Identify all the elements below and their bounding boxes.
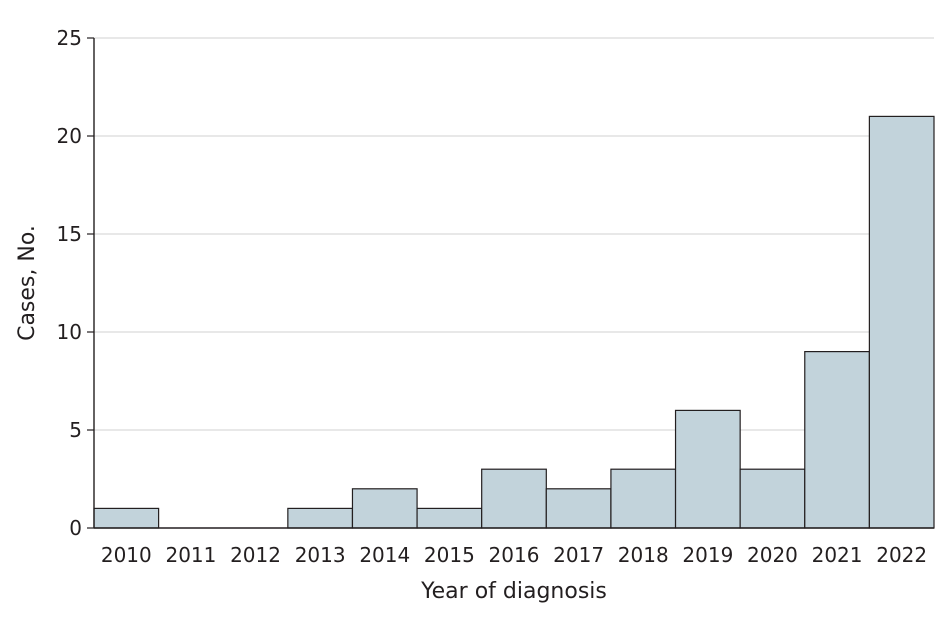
- x-tick-label: 2016: [489, 543, 540, 567]
- bar-2013: [287, 507, 354, 529]
- y-tick-label: 25: [57, 26, 82, 50]
- x-tick-label: 2014: [359, 543, 410, 567]
- x-tick-label: 2015: [424, 543, 475, 567]
- bars: [93, 115, 935, 529]
- bar-2015: [416, 507, 483, 529]
- x-tick-label: 2010: [101, 543, 152, 567]
- x-tick-labels: 2010 2011 2012 2013 2014 2015 2016 2017 2018 2019…: [101, 543, 927, 567]
- x-axis-title: Year of diagnosis: [420, 579, 607, 604]
- y-tick-label: 20: [57, 124, 82, 148]
- axes: [87, 37, 934, 529]
- x-tick-label: 2017: [553, 543, 604, 567]
- bar-2019: [674, 409, 741, 529]
- y-tick-label: 15: [57, 222, 82, 246]
- y-tick-label: 0: [69, 516, 82, 540]
- x-tick-label: 2021: [812, 543, 863, 567]
- x-tick-label: 2022: [876, 543, 927, 567]
- bar-2010: [93, 507, 160, 529]
- x-tick-label: 2019: [682, 543, 733, 567]
- y-tick-label: 5: [69, 418, 82, 442]
- bar-2022: [868, 115, 935, 529]
- x-tick-label: 2012: [230, 543, 281, 567]
- grid-lines: [94, 37, 934, 431]
- bar-2014: [351, 488, 418, 529]
- bar-2016: [481, 468, 547, 529]
- x-tick-label: 2020: [747, 543, 798, 567]
- bar-2018: [610, 468, 677, 529]
- bar-2021: [804, 351, 870, 529]
- y-axis-title: Cases, No.: [15, 225, 40, 341]
- x-tick-label: 2013: [295, 543, 346, 567]
- x-tick-label: 2018: [618, 543, 669, 567]
- x-tick-label: 2011: [165, 543, 216, 567]
- y-tick-label: 10: [57, 320, 82, 344]
- bar-2020: [739, 468, 806, 529]
- bar-2017: [545, 488, 612, 529]
- y-tick-labels: 0 5 10 15 20 25: [57, 26, 82, 540]
